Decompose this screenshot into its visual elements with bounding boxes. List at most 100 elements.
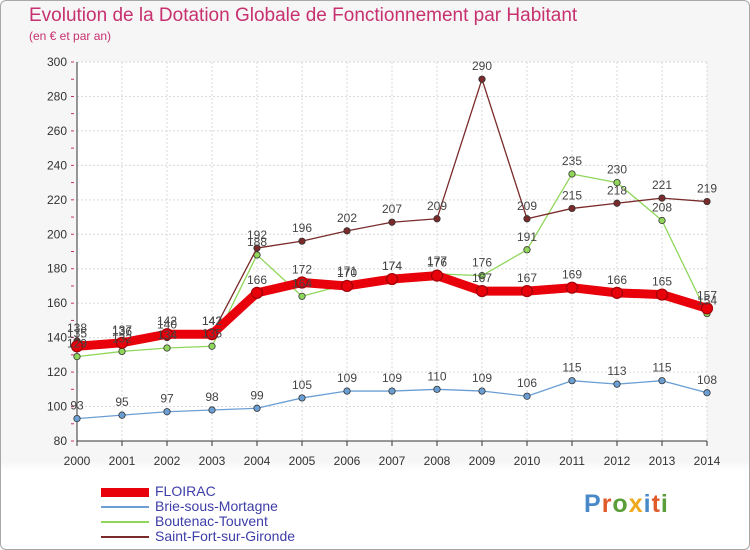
data-label-boutenac-touvent: 208 [652, 200, 672, 214]
legend-label: Saint-Fort-sur-Gironde [155, 528, 296, 544]
data-point-brie-sous-mortagne [478, 387, 486, 395]
y-tick-label: 300 [47, 55, 67, 69]
data-point-floirac [295, 276, 309, 289]
data-label-saint-fort-sur-gironde: 221 [652, 178, 672, 192]
y-tick-label: 240 [47, 158, 67, 172]
y-tick-label: 180 [47, 262, 67, 276]
data-point-saint-fort-sur-gironde [298, 237, 306, 245]
data-label-floirac: 166 [247, 273, 267, 287]
data-point-brie-sous-mortagne [118, 411, 126, 419]
data-label-brie-sous-mortagne: 95 [115, 395, 129, 409]
x-tick-label: 2004 [244, 454, 271, 468]
data-label-boutenac-touvent: 174 [382, 259, 402, 273]
proxiti-logo: Proxiti [584, 490, 669, 519]
data-label-brie-sous-mortagne: 99 [250, 388, 264, 402]
x-tick-label: 2008 [424, 454, 451, 468]
data-point-brie-sous-mortagne [163, 408, 171, 416]
legend-item-boutenac-touvent: Boutenac-Touvent [101, 513, 401, 530]
legend-item-saint-fort-sur-gironde: Saint-Fort-sur-Gironde [101, 528, 401, 545]
data-point-floirac [115, 336, 129, 349]
legend-label: Brie-sous-Mortagne [155, 498, 278, 514]
legend-swatch [101, 506, 149, 508]
data-label-floirac: 166 [607, 273, 627, 287]
data-label-brie-sous-mortagne: 115 [652, 361, 671, 375]
data-label-floirac: 169 [562, 268, 582, 282]
data-point-floirac [160, 328, 174, 341]
data-point-brie-sous-mortagne [388, 387, 396, 395]
data-label-saint-fort-sur-gironde: 202 [337, 211, 357, 225]
legend-item-floirac: FLOIRAC [101, 483, 401, 500]
data-point-brie-sous-mortagne [523, 392, 531, 400]
legend-swatch [101, 536, 149, 538]
x-tick-label: 2010 [514, 454, 541, 468]
data-label-boutenac-touvent: 164 [292, 276, 312, 290]
data-point-brie-sous-mortagne [298, 394, 306, 402]
data-label-floirac: 142 [157, 314, 177, 328]
data-label-floirac: 167 [472, 271, 492, 285]
y-tick-label: 80 [54, 434, 68, 448]
data-point-boutenac-touvent [523, 246, 531, 254]
data-point-saint-fort-sur-gironde [658, 194, 666, 202]
data-point-saint-fort-sur-gironde [568, 204, 576, 213]
y-tick-label: 160 [47, 296, 67, 310]
y-tick-label: 200 [47, 227, 67, 241]
data-label-saint-fort-sur-gironde: 140 [157, 318, 177, 332]
data-point-saint-fort-sur-gironde [703, 197, 711, 206]
data-label-saint-fort-sur-gironde: 215 [562, 188, 582, 202]
x-tick-label: 2012 [604, 454, 631, 468]
data-label-boutenac-touvent: 134 [157, 328, 177, 342]
data-label-boutenac-touvent: 235 [562, 154, 582, 168]
legend-swatch [101, 488, 149, 497]
data-label-brie-sous-mortagne: 115 [562, 361, 581, 375]
data-label-saint-fort-sur-gironde: 196 [292, 221, 312, 235]
data-point-saint-fort-sur-gironde [253, 244, 261, 252]
data-label-brie-sous-mortagne: 105 [292, 378, 312, 392]
data-point-saint-fort-sur-gironde [388, 218, 396, 226]
data-point-boutenac-touvent [568, 170, 576, 178]
y-tick-label: 120 [47, 365, 67, 379]
data-point-brie-sous-mortagne [253, 404, 261, 412]
data-label-saint-fort-sur-gironde: 142 [202, 314, 222, 328]
data-point-saint-fort-sur-gironde [478, 75, 486, 83]
data-label-floirac: 167 [517, 271, 537, 285]
data-point-saint-fort-sur-gironde [613, 199, 621, 207]
data-label-brie-sous-mortagne: 106 [517, 376, 537, 390]
data-point-boutenac-touvent [73, 352, 81, 361]
logo-letter: P [584, 490, 602, 518]
data-label-boutenac-touvent: 135 [202, 326, 222, 340]
logo-letter: o [612, 490, 629, 518]
data-label-brie-sous-mortagne: 110 [427, 369, 446, 383]
data-point-brie-sous-mortagne [613, 380, 621, 388]
x-tick-label: 2009 [469, 454, 496, 468]
y-tick-label: 140 [47, 331, 67, 345]
data-point-brie-sous-mortagne [568, 377, 576, 385]
data-point-floirac [205, 328, 219, 341]
data-point-brie-sous-mortagne [658, 377, 666, 385]
data-point-floirac [250, 286, 264, 299]
data-label-brie-sous-mortagne: 109 [472, 371, 492, 385]
data-label-floirac: 172 [292, 263, 312, 277]
chart-title: Evolution de la Dotation Globale de Fonc… [29, 5, 578, 26]
data-point-brie-sous-mortagne [343, 387, 351, 395]
logo-letter: t [651, 490, 661, 518]
data-point-boutenac-touvent [298, 292, 306, 300]
data-point-floirac [70, 340, 84, 353]
data-label-saint-fort-sur-gironde: 138 [67, 321, 87, 335]
data-point-floirac [430, 269, 444, 282]
y-tick-label: 280 [47, 89, 67, 103]
data-point-floirac [520, 285, 534, 298]
y-tick-label: 220 [47, 193, 67, 207]
x-tick-label: 2002 [154, 454, 181, 468]
data-label-floirac: 137 [112, 323, 132, 337]
x-tick-label: 2000 [64, 454, 91, 468]
data-label-brie-sous-mortagne: 109 [337, 371, 357, 385]
data-label-saint-fort-sur-gironde: 209 [517, 199, 537, 213]
data-point-saint-fort-sur-gironde [433, 215, 441, 223]
data-label-brie-sous-mortagne: 108 [697, 373, 717, 387]
data-label-boutenac-touvent: 176 [472, 256, 492, 270]
chart-subtitle: (en € et par an) [29, 29, 112, 43]
data-point-boutenac-touvent [208, 342, 216, 350]
data-label-saint-fort-sur-gironde: 219 [697, 182, 717, 196]
